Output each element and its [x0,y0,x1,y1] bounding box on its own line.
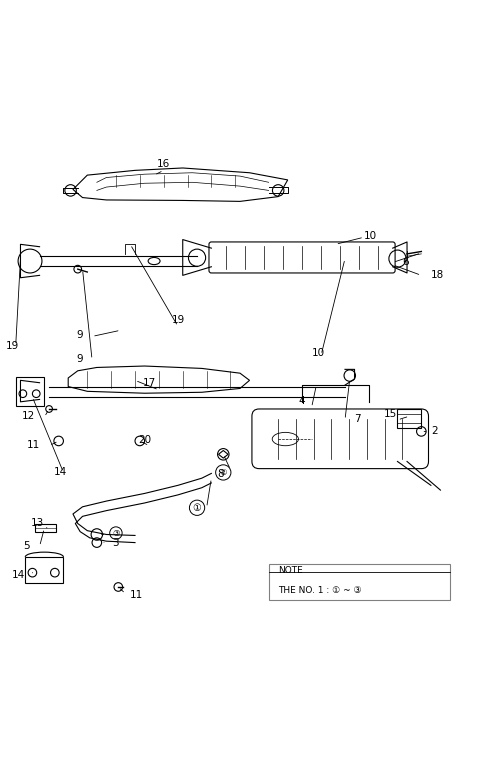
Text: 20: 20 [138,435,151,445]
Text: ②: ② [219,468,227,477]
Text: 15: 15 [384,408,397,418]
Text: 8: 8 [217,469,224,479]
Text: 14: 14 [54,467,67,477]
Text: 14: 14 [12,570,25,580]
Text: 4: 4 [299,395,305,405]
Text: 16: 16 [157,159,170,169]
Text: 18: 18 [431,270,444,281]
Text: 11: 11 [26,439,39,449]
Bar [25,557,63,583]
Text: 10: 10 [364,231,377,241]
Text: THE NO. 1 : ① ~ ③: THE NO. 1 : ① ~ ③ [278,586,362,595]
Bar [16,377,44,405]
Text: 5: 5 [24,541,30,551]
Text: ③: ③ [112,529,120,538]
Text: 12: 12 [22,411,35,421]
Text: 3: 3 [113,538,119,548]
Text: 2: 2 [431,426,437,436]
Text: 6: 6 [402,257,409,267]
Text: 9: 9 [76,354,83,364]
Text: 17: 17 [143,378,156,388]
Text: 13: 13 [31,518,44,529]
Text: 11: 11 [130,590,144,600]
Text: 9: 9 [76,330,83,340]
Text: 7: 7 [355,414,361,423]
Text: NOTE: NOTE [278,567,303,576]
Text: 19: 19 [6,340,19,350]
Text: ①: ① [192,503,202,513]
Text: 19: 19 [171,315,185,325]
Text: 10: 10 [312,348,324,358]
